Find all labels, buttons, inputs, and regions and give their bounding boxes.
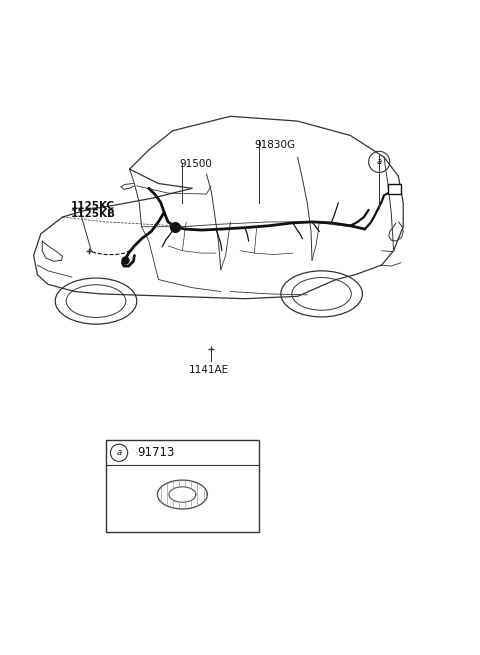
Text: 1141AE: 1141AE: [189, 365, 229, 375]
Text: 91713: 91713: [137, 446, 174, 459]
Text: a: a: [117, 448, 121, 457]
Text: 91500: 91500: [180, 159, 212, 169]
Text: 1125KC: 1125KC: [71, 201, 115, 212]
Text: 1125KB: 1125KB: [71, 209, 116, 219]
Text: 91830G: 91830G: [254, 140, 295, 150]
Text: a: a: [377, 157, 382, 166]
Bar: [106, 440, 259, 531]
Bar: [388, 183, 401, 194]
